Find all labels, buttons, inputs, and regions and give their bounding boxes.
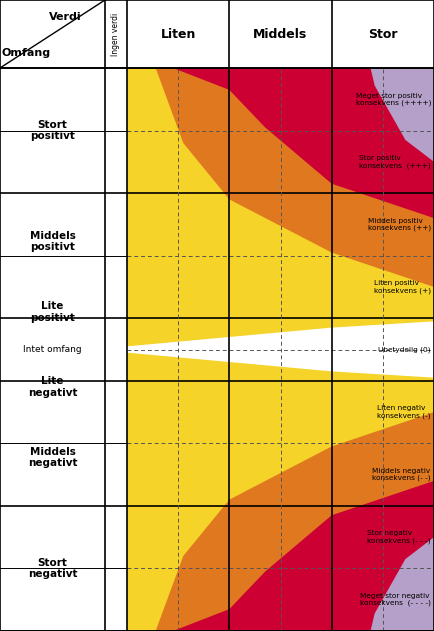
Polygon shape xyxy=(127,68,434,346)
Text: Omfang: Omfang xyxy=(2,48,51,58)
Polygon shape xyxy=(173,68,434,218)
Text: Stor negativ
konsekvens (- - -): Stor negativ konsekvens (- - -) xyxy=(367,531,431,544)
Text: Middels: Middels xyxy=(253,28,308,40)
Text: Stor positiv
konsekvens  (+++): Stor positiv konsekvens (+++) xyxy=(359,155,431,168)
Text: Middels positiv
konsekvens (++): Middels positiv konsekvens (++) xyxy=(368,218,431,231)
Text: Lite
positivt: Lite positivt xyxy=(30,301,75,323)
Text: Meget stor negativ
konsekvens  (- - - -): Meget stor negativ konsekvens (- - - -) xyxy=(360,593,431,606)
Text: Stort
positivt: Stort positivt xyxy=(30,120,75,141)
Polygon shape xyxy=(371,537,434,631)
Text: Middels negativ
konsekvens (- -): Middels negativ konsekvens (- -) xyxy=(372,468,431,481)
Text: Lite
negativt: Lite negativt xyxy=(28,376,77,398)
Text: Meget stor positiv
konsekvens (++++): Meget stor positiv konsekvens (++++) xyxy=(355,93,431,106)
Polygon shape xyxy=(371,68,434,162)
Polygon shape xyxy=(127,353,434,631)
Text: Stort
negativt: Stort negativt xyxy=(28,558,77,579)
Text: Verdi: Verdi xyxy=(49,12,82,22)
Text: Liten: Liten xyxy=(161,28,196,40)
Polygon shape xyxy=(173,481,434,631)
Text: Liten negativ
konsekvens (-): Liten negativ konsekvens (-) xyxy=(378,405,431,419)
Text: Stor: Stor xyxy=(368,28,398,40)
Polygon shape xyxy=(156,412,434,631)
Text: Intet omfang: Intet omfang xyxy=(23,345,82,354)
Text: Ubetydelig (0): Ubetydelig (0) xyxy=(378,346,431,353)
Text: Middels
negativt: Middels negativt xyxy=(28,447,77,468)
Text: Middels
positivt: Middels positivt xyxy=(30,231,76,252)
Polygon shape xyxy=(156,68,434,287)
Text: Liten positiv
konsekvens (+): Liten positiv konsekvens (+) xyxy=(374,280,431,293)
Text: Ingen verdi: Ingen verdi xyxy=(112,13,121,56)
